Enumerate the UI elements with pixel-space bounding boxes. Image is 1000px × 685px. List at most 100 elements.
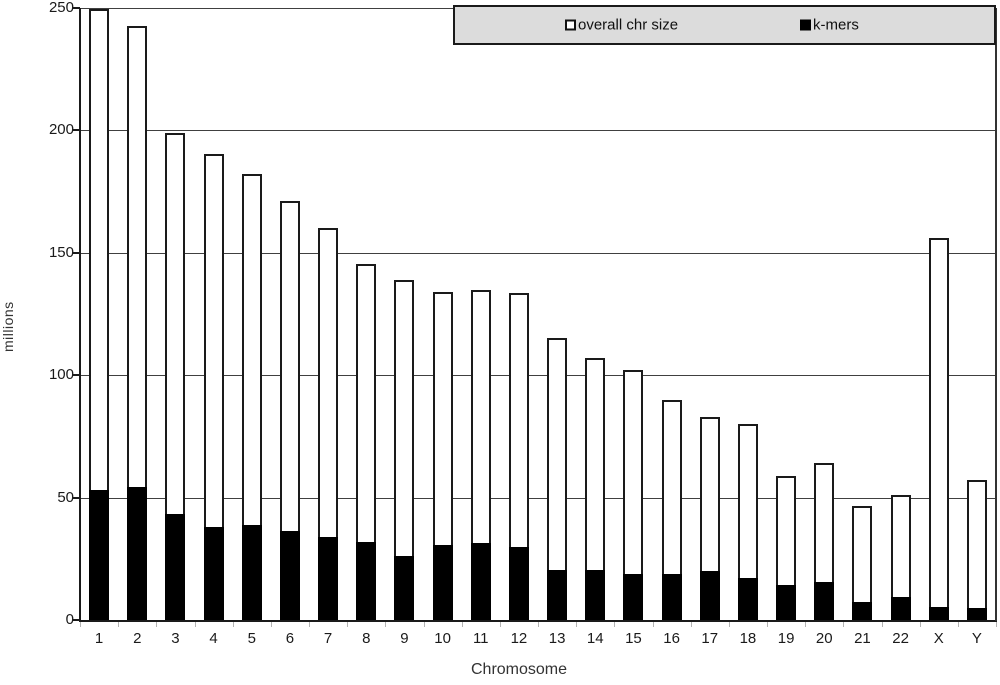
bar-kmers-chr-Y [966, 607, 987, 620]
x-tick-mark-10 [461, 622, 463, 627]
bar-kmers-chr-1 [89, 490, 110, 620]
bar-kmers-chr-16 [661, 573, 682, 620]
x-tick-mark-22 [919, 622, 921, 627]
x-tick-mark-0 [80, 622, 81, 627]
bar-kmers-chr-12 [508, 546, 529, 620]
bar-kmers-chr-2 [127, 486, 148, 620]
bar-kmers-chr-20 [814, 582, 835, 620]
white-square-swatch-icon [565, 19, 576, 31]
y-tick-mark-100 [73, 374, 80, 377]
bar-kmers-chr-3 [165, 513, 186, 620]
legend-item-kmers: k-mers [800, 17, 859, 34]
y-tick-mark-50 [73, 496, 80, 499]
x-tick-label-13: 13 [548, 630, 566, 647]
bar-kmers-chr-5 [241, 524, 262, 620]
x-tick-mark-8 [385, 622, 387, 627]
x-tick-label-22: 22 [892, 630, 909, 647]
x-tick-label-14: 14 [586, 630, 604, 647]
y-axis-line [79, 8, 81, 622]
x-tick-mark-2 [156, 622, 158, 627]
y-axis-title: millions [0, 301, 16, 353]
x-tick-mark-3 [194, 622, 196, 627]
y-tick-label-100: 100 [48, 366, 74, 384]
x-tick-label-16: 16 [663, 630, 680, 647]
x-tick-label-1: 1 [94, 630, 104, 647]
x-tick-mark-6 [309, 622, 310, 627]
y-tick-label-200: 200 [48, 121, 74, 139]
x-tick-label-3: 3 [171, 630, 180, 647]
y-tick-mark-150 [73, 251, 80, 254]
bar-kmers-chr-17 [699, 571, 720, 620]
x-tick-mark-9 [423, 622, 425, 627]
x-tick-label-8: 8 [362, 630, 371, 647]
x-tick-mark-23 [957, 622, 959, 627]
x-tick-mark-14 [614, 622, 616, 627]
x-tick-label-X: X [933, 630, 944, 647]
bar-kmers-chr-9 [394, 556, 415, 620]
x-tick-label-20: 20 [815, 630, 833, 647]
legend-item-overall-chr-size: overall chr size [565, 17, 678, 34]
x-tick-mark-16 [690, 622, 692, 627]
x-tick-mark-5 [270, 622, 272, 627]
bar-kmers-chr-19 [776, 584, 797, 620]
x-tick-label-17: 17 [701, 630, 719, 647]
bar-kmers-chr-13 [547, 569, 568, 620]
gridline-50 [80, 497, 996, 499]
x-tick-mark-24 [996, 622, 997, 627]
bar-kmers-chr-10 [432, 545, 453, 620]
bar-kmers-chr-15 [623, 573, 644, 620]
plot-right-border [995, 8, 997, 621]
legend-label-kmers: k-mers [813, 16, 859, 34]
bar-overall-chr-X [928, 238, 949, 620]
x-tick-mark-13 [576, 622, 578, 627]
y-tick-mark-200 [73, 129, 80, 132]
bar-kmers-chr-11 [470, 542, 491, 620]
y-tick-label-250: 250 [48, 0, 74, 16]
x-tick-mark-11 [499, 622, 501, 627]
x-tick-mark-18 [767, 622, 768, 627]
legend-label-overall: overall chr size [578, 16, 679, 34]
x-axis-title: Chromosome [470, 661, 568, 678]
x-tick-label-2: 2 [133, 630, 142, 647]
x-tick-label-Y: Y [971, 630, 982, 647]
y-tick-mark-0 [73, 619, 80, 621]
gridline-100 [80, 375, 996, 377]
x-tick-label-11: 11 [472, 630, 489, 647]
legend: overall chr size k-mers [453, 5, 996, 45]
x-tick-label-6: 6 [285, 630, 295, 647]
x-tick-mark-7 [347, 622, 349, 627]
x-tick-mark-4 [232, 622, 234, 627]
y-tick-label-0: 0 [65, 611, 74, 628]
x-tick-label-10: 10 [434, 630, 451, 647]
bar-kmers-chr-4 [203, 526, 224, 620]
x-tick-label-15: 15 [625, 630, 642, 647]
bar-kmers-chr-21 [852, 601, 873, 620]
bar-kmers-chr-18 [737, 578, 758, 620]
bar-overall-chr-Y [966, 480, 987, 620]
bar-kmers-chr-7 [318, 536, 339, 620]
bar-kmers-chr-22 [890, 596, 911, 620]
x-tick-mark-20 [843, 622, 845, 627]
x-tick-mark-19 [805, 622, 807, 627]
bar-kmers-chr-X [928, 606, 949, 620]
x-tick-label-12: 12 [510, 630, 528, 647]
y-tick-mark-250 [73, 7, 80, 9]
x-tick-mark-12 [538, 622, 539, 627]
y-tick-label-150: 150 [48, 243, 74, 261]
x-tick-label-5: 5 [247, 630, 256, 647]
y-tick-label-50: 50 [57, 488, 74, 506]
x-tick-label-7: 7 [323, 630, 333, 647]
x-tick-mark-21 [881, 622, 883, 627]
gridline-150 [80, 252, 996, 254]
bar-kmers-chr-14 [585, 569, 606, 620]
x-tick-label-18: 18 [739, 630, 757, 647]
x-tick-mark-15 [652, 622, 654, 627]
x-tick-label-19: 19 [777, 630, 795, 647]
plot-area [80, 8, 996, 620]
x-axis-line [79, 620, 997, 622]
gridline-200 [80, 130, 996, 132]
x-tick-mark-17 [728, 622, 730, 627]
x-tick-label-21: 21 [854, 630, 871, 647]
x-tick-label-4: 4 [209, 630, 218, 647]
